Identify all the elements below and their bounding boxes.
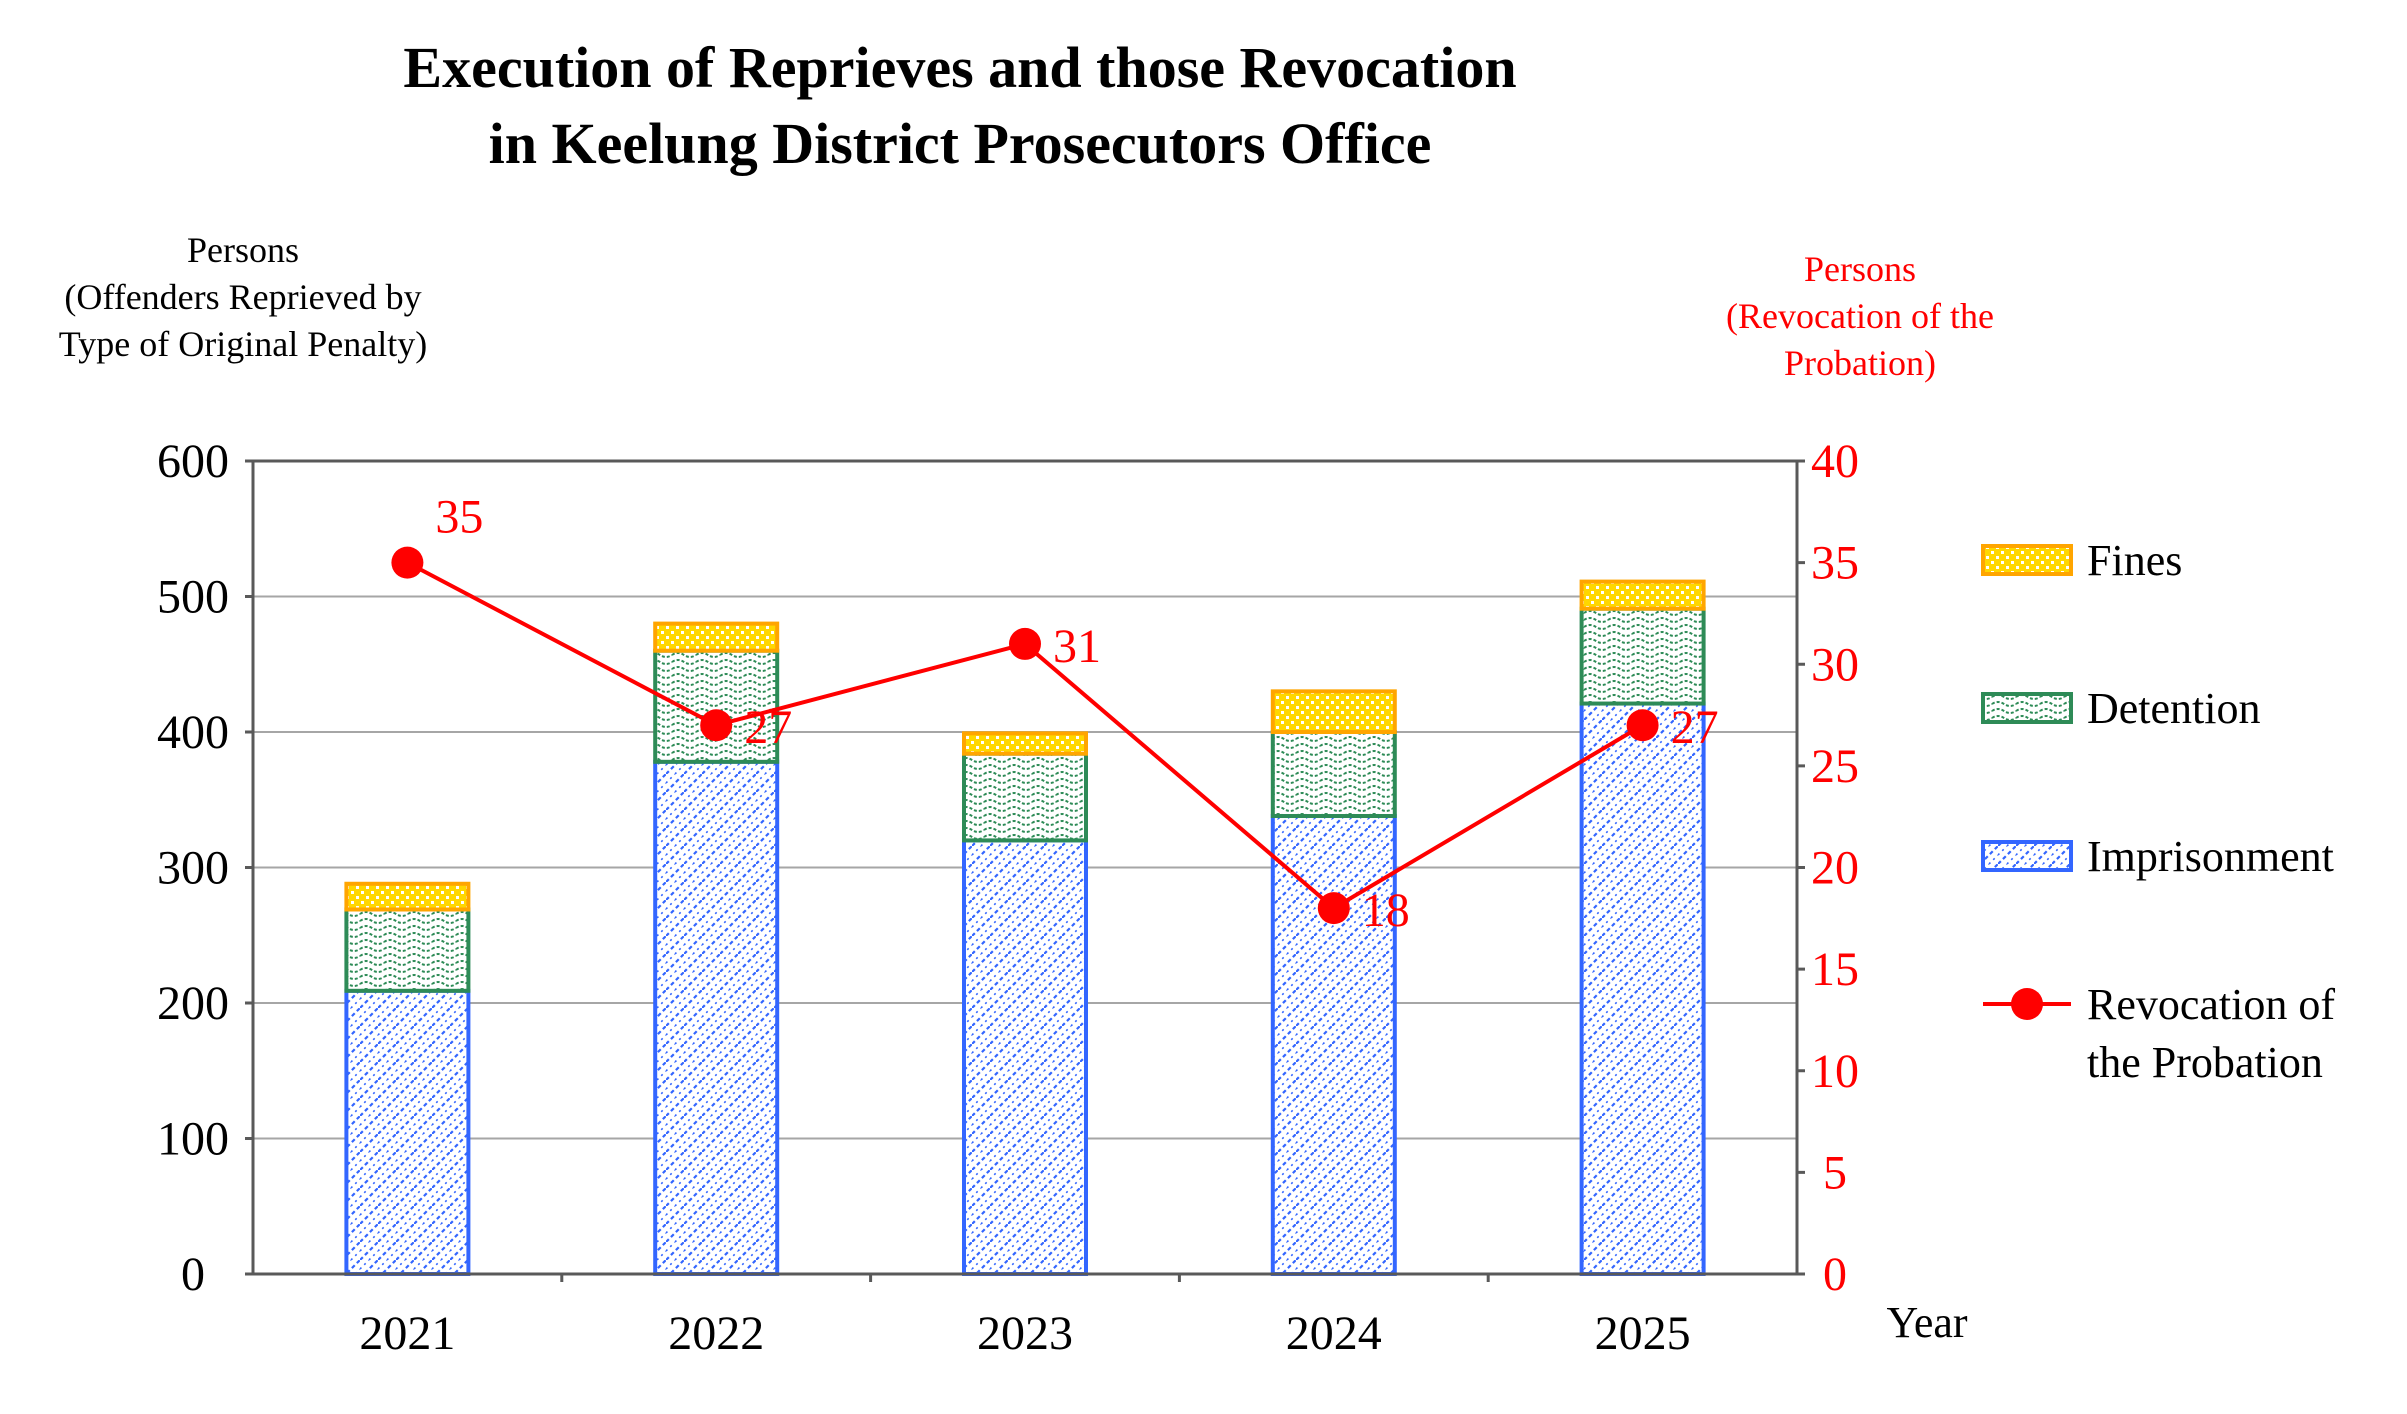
y-right-label-line-1: Persons <box>1804 249 1916 289</box>
bar-fines-2024 <box>1270 689 1397 734</box>
y-left-label-line-2: (Offenders Reprieved by <box>64 277 421 317</box>
bar-imprisonment-2021 <box>344 988 471 1276</box>
x-tick-label-2024: 2024 <box>1286 1307 1382 1360</box>
legend-label-revocation-line-1: Revocation of <box>2087 980 2335 1029</box>
chart-title-line-2: in Keelung District Prosecutors Office <box>489 111 1432 176</box>
x-tick-label-2025: 2025 <box>1595 1307 1691 1360</box>
right-tick-label: 20 <box>1811 842 1859 895</box>
left-tick-label: 100 <box>157 1113 229 1166</box>
y-right-label-line-3: Probation) <box>1784 343 1936 383</box>
left-tick-label: 300 <box>157 842 229 895</box>
bar-imprisonment-2025 <box>1579 701 1706 1276</box>
right-tick-label: 40 <box>1811 435 1859 488</box>
revocation-point-2025 <box>1626 709 1659 742</box>
revocation-line: 35 27 31 18 27 <box>391 491 1719 937</box>
right-tick-label: 25 <box>1811 740 1859 793</box>
bar-detention-2023 <box>962 751 1088 843</box>
legend-key-fines <box>1981 544 2073 576</box>
bar-imprisonment-2023 <box>962 838 1088 1277</box>
bar-detention-2021 <box>344 907 471 993</box>
left-tick-label: 400 <box>157 706 229 759</box>
revocation-label-2021: 35 <box>435 491 483 544</box>
bar-fines-2021 <box>344 881 471 912</box>
legend: Fines Detention Imprisonment Revocation of t… <box>1981 536 2335 1087</box>
left-tick-label: 600 <box>157 435 229 488</box>
revocation-label-2024: 18 <box>1362 884 1410 937</box>
bar-fines-2023 <box>962 731 1088 756</box>
revocation-point-2021 <box>391 546 424 579</box>
legend-key-imprisonment <box>1981 840 2073 872</box>
right-tick-label: 10 <box>1811 1045 1859 1098</box>
revocation-point-2024 <box>1317 892 1350 925</box>
legend-key-detention <box>1981 692 2073 724</box>
right-tick-label: 0 <box>1823 1248 1847 1301</box>
legend-label-revocation-line-2: the Probation <box>2087 1038 2323 1087</box>
bar-imprisonment-2022 <box>653 759 780 1276</box>
bar-detention-2025 <box>1579 606 1706 706</box>
legend-item-detention: Detention <box>1981 684 2261 733</box>
x-tick-label-2022: 2022 <box>668 1307 764 1360</box>
left-tick-label: 200 <box>157 977 229 1030</box>
legend-marker-revocation <box>2011 988 2043 1020</box>
legend-item-fines: Fines <box>1981 536 2182 585</box>
bars <box>344 579 1706 1277</box>
revocation-label-2023: 31 <box>1053 620 1101 673</box>
revocation-point-2022 <box>700 709 733 742</box>
legend-label-detention: Detention <box>2087 684 2261 733</box>
revocation-label-2025: 27 <box>1671 701 1719 754</box>
right-tick-label: 30 <box>1811 638 1859 691</box>
legend-item-imprisonment: Imprisonment <box>1981 832 2334 881</box>
bar-detention-2024 <box>1270 730 1397 819</box>
legend-item-revocation: Revocation of the Probation <box>1983 980 2335 1087</box>
bar-detention-2022 <box>653 648 780 764</box>
left-tick-label: 500 <box>157 571 229 624</box>
y-left-label-line-1: Persons <box>187 230 299 270</box>
y-left-label-line-3: Type of Original Penalty) <box>59 324 427 364</box>
right-tick-label: 15 <box>1811 943 1859 996</box>
bar-fines-2025 <box>1579 579 1706 611</box>
x-tick-label-2023: 2023 <box>977 1307 1073 1360</box>
right-tick-label: 5 <box>1823 1146 1847 1199</box>
revocation-label-2022: 27 <box>744 701 792 754</box>
revocation-point-2023 <box>1009 627 1041 660</box>
right-tick-label: 35 <box>1811 537 1859 590</box>
x-axis-title: Year <box>1886 1298 1967 1347</box>
legend-label-fines: Fines <box>2087 536 2182 585</box>
left-tick-label: 0 <box>181 1248 205 1301</box>
chart-title-line-1: Execution of Reprieves and those Revocat… <box>403 35 1516 100</box>
x-tick-label-2021: 2021 <box>359 1307 455 1360</box>
bar-fines-2022 <box>653 621 780 653</box>
legend-label-imprisonment: Imprisonment <box>2087 832 2334 881</box>
y-right-label-line-2: (Revocation of the <box>1726 296 1994 336</box>
